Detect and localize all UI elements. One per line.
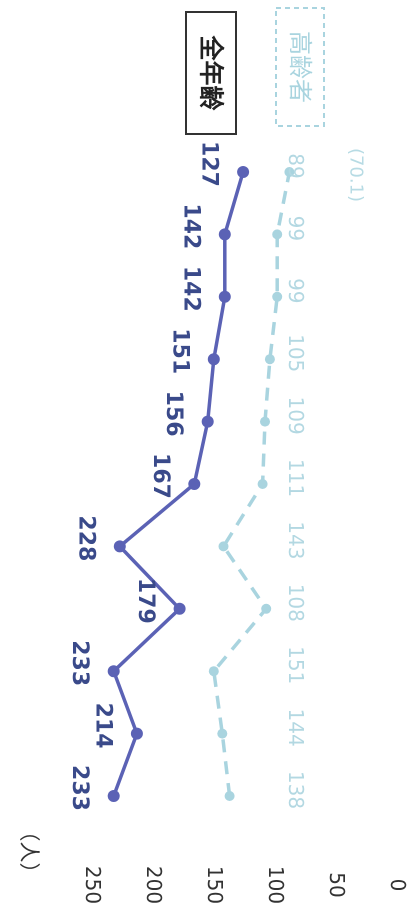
legend-all-ages-box bbox=[185, 11, 237, 135]
series-point bbox=[188, 478, 201, 490]
all-ages-value-label: 233 bbox=[67, 640, 92, 686]
elderly-value-label: 144 bbox=[284, 709, 308, 747]
all-ages-value-label: 142 bbox=[178, 203, 203, 249]
series-point bbox=[130, 727, 143, 740]
legend-all-ages-label: 全年齢 bbox=[197, 34, 226, 110]
elderly-value-label: 99 bbox=[284, 278, 308, 303]
all-ages-value-label: 233 bbox=[67, 765, 92, 811]
series-point bbox=[207, 353, 220, 366]
all-ages-value-label: 167 bbox=[148, 453, 173, 499]
series-point bbox=[264, 354, 275, 365]
all-ages-value-label: 228 bbox=[73, 515, 98, 561]
y-tick-label: 250 bbox=[81, 866, 105, 904]
legend-elderly-box bbox=[275, 7, 325, 127]
series-point bbox=[208, 666, 219, 677]
legend-elderly-label: 高齢者 bbox=[286, 31, 314, 103]
series-point bbox=[224, 791, 235, 801]
series-point bbox=[237, 166, 250, 178]
series-point bbox=[257, 479, 268, 489]
series-point bbox=[217, 728, 228, 739]
elderly-value-label: 151 bbox=[284, 646, 308, 684]
elderly-value-label: 108 bbox=[284, 584, 308, 622]
elderly-value-label: 109 bbox=[284, 397, 308, 435]
series-point bbox=[272, 229, 283, 240]
elderly-last-note: (70.1) bbox=[346, 148, 367, 202]
all-ages-value-label: 179 bbox=[133, 578, 158, 624]
legend: 全年齢 高齢者 bbox=[185, 7, 325, 135]
series-point bbox=[261, 603, 272, 614]
series-point bbox=[260, 416, 270, 427]
series-point bbox=[201, 415, 214, 428]
all-ages-value-label: 142 bbox=[178, 266, 203, 312]
series-point bbox=[107, 790, 120, 802]
elderly-value-label: 89 bbox=[284, 153, 308, 178]
plot-area bbox=[107, 166, 295, 802]
series-point bbox=[173, 602, 186, 615]
elderly-value-label: 99 bbox=[284, 216, 308, 241]
all-ages-value-label: 127 bbox=[197, 141, 222, 187]
series-point bbox=[218, 541, 229, 552]
series-point bbox=[113, 540, 126, 553]
y-axis-ticks: 0 50 100 150 200 250 bbox=[81, 866, 410, 904]
elderly-value-label: 143 bbox=[284, 521, 308, 559]
y-tick-label: 50 bbox=[325, 872, 349, 897]
all-ages-value-label: 151 bbox=[167, 328, 192, 374]
series-point bbox=[272, 291, 283, 302]
all-ages-value-label: 156 bbox=[161, 391, 186, 437]
unit-label: （人） bbox=[17, 821, 41, 884]
series-point bbox=[107, 665, 120, 678]
y-tick-label: 200 bbox=[142, 866, 166, 904]
series-point bbox=[218, 290, 231, 303]
all-ages-value-label: 214 bbox=[90, 703, 115, 749]
elderly-value-label: 105 bbox=[284, 334, 308, 372]
elderly-value-label: 138 bbox=[284, 771, 308, 809]
elderly-value-label: 111 bbox=[284, 459, 308, 497]
y-tick-label: 100 bbox=[264, 866, 288, 904]
series-point bbox=[218, 228, 231, 241]
y-tick-label: 150 bbox=[203, 866, 227, 904]
series-point bbox=[284, 167, 295, 177]
y-tick-label: 0 bbox=[386, 879, 410, 892]
data-labels: 233 214 233 179 228 167 156 151 142 142 127 138 144 1… bbox=[67, 141, 308, 811]
